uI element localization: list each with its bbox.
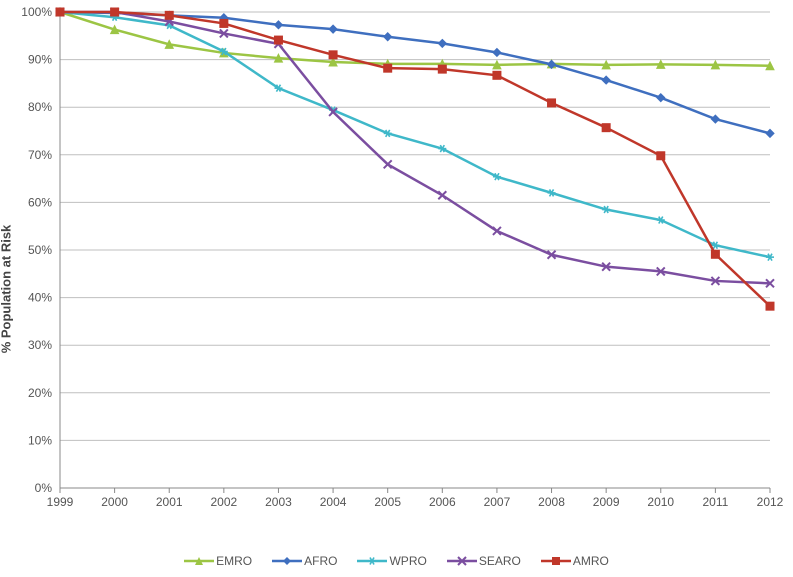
x-tick-label: 2008 bbox=[538, 495, 565, 509]
x-tick-label: 2007 bbox=[484, 495, 511, 509]
x-tick-label: 2004 bbox=[320, 495, 347, 509]
chart-container: % Population at Risk 0%10%20%30%40%50%60… bbox=[0, 0, 793, 577]
series-line bbox=[60, 12, 770, 283]
x-tick-label: 2002 bbox=[210, 495, 237, 509]
legend-swatch bbox=[272, 554, 302, 568]
legend-label: WPRO bbox=[389, 554, 426, 568]
legend-swatch bbox=[357, 554, 387, 568]
x-tick-label: 2009 bbox=[593, 495, 620, 509]
y-tick-label: 70% bbox=[28, 148, 52, 162]
x-tick-label: 2006 bbox=[429, 495, 456, 509]
legend-swatch bbox=[184, 554, 214, 568]
legend-label: AFRO bbox=[304, 554, 337, 568]
x-tick-label: 1999 bbox=[47, 495, 74, 509]
y-tick-label: 20% bbox=[28, 386, 52, 400]
series-line bbox=[60, 12, 770, 133]
x-tick-label: 2010 bbox=[647, 495, 674, 509]
x-tick-label: 2003 bbox=[265, 495, 292, 509]
legend-label: EMRO bbox=[216, 554, 252, 568]
legend-item: WPRO bbox=[357, 554, 426, 568]
y-tick-label: 60% bbox=[28, 195, 52, 209]
y-tick-label: 40% bbox=[28, 291, 52, 305]
y-tick-label: 30% bbox=[28, 338, 52, 352]
plot-area: 0%10%20%30%40%50%60%70%80%90%100%1999200… bbox=[60, 12, 780, 512]
y-tick-label: 100% bbox=[21, 5, 52, 19]
y-tick-label: 90% bbox=[28, 53, 52, 67]
legend-item: AFRO bbox=[272, 554, 337, 568]
legend-label: SEARO bbox=[479, 554, 521, 568]
legend-swatch bbox=[541, 554, 571, 568]
legend: EMRO AFRO WPRO SEARO AMRO bbox=[0, 554, 793, 571]
legend-item: EMRO bbox=[184, 554, 252, 568]
x-tick-label: 2012 bbox=[757, 495, 784, 509]
y-tick-label: 10% bbox=[28, 433, 52, 447]
chart-svg: 0%10%20%30%40%50%60%70%80%90%100%1999200… bbox=[60, 12, 780, 512]
legend-item: AMRO bbox=[541, 554, 609, 568]
y-tick-label: 80% bbox=[28, 100, 52, 114]
x-tick-label: 2005 bbox=[374, 495, 401, 509]
y-tick-label: 0% bbox=[35, 481, 53, 495]
y-axis-label: % Population at Risk bbox=[0, 224, 14, 353]
y-tick-label: 50% bbox=[28, 243, 52, 257]
x-tick-label: 2001 bbox=[156, 495, 183, 509]
x-tick-label: 2011 bbox=[702, 495, 728, 509]
legend-item: SEARO bbox=[447, 554, 521, 568]
legend-label: AMRO bbox=[573, 554, 609, 568]
legend-swatch bbox=[447, 554, 477, 568]
x-tick-label: 2000 bbox=[101, 495, 128, 509]
